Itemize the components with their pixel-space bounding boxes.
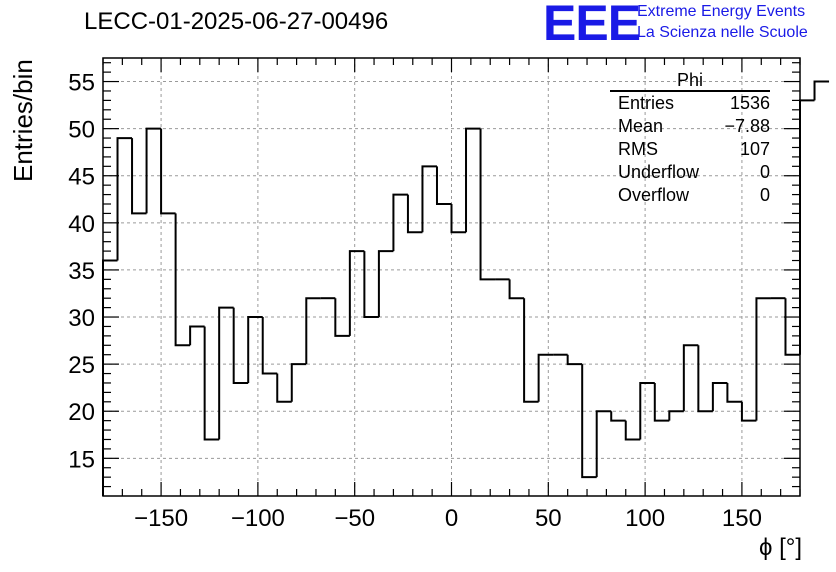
y-axis-ticks: 15 20 25 30 35 40 45 50 55 — [68, 62, 800, 488]
stats-title: Phi — [610, 70, 770, 92]
histogram-bin — [639, 381, 655, 440]
x-tick-label: −100 — [231, 505, 285, 532]
stats-row-underflow: Underflow 0 — [610, 161, 770, 184]
stats-value: 0 — [759, 162, 770, 182]
histogram-bin — [189, 325, 205, 346]
histogram-bin — [711, 381, 728, 412]
y-tick-label: 50 — [68, 117, 95, 144]
stats-row-rms: RMS 107 — [610, 138, 770, 161]
histogram-bin — [363, 251, 379, 319]
histogram-bin — [406, 194, 423, 234]
histogram-bin — [450, 204, 467, 234]
histogram-bin — [697, 345, 713, 413]
histogram-bin — [131, 138, 147, 215]
histogram-bin — [145, 127, 162, 214]
histogram-bin — [740, 401, 757, 422]
stats-value: −7.88 — [724, 116, 770, 136]
x-tick-label: 0 — [445, 505, 458, 532]
histogram-bin — [261, 317, 278, 375]
histogram-bin — [813, 80, 830, 101]
y-tick-label: 35 — [68, 258, 95, 285]
stats-value: 0 — [759, 185, 770, 205]
stats-value: 1536 — [729, 93, 770, 113]
histogram-bin — [566, 354, 583, 366]
histogram-bin — [479, 128, 496, 281]
histogram-bin — [116, 137, 133, 261]
histogram-bin — [435, 166, 452, 205]
histogram-bin — [537, 353, 554, 402]
logo-text-line1: Extreme Energy Events — [637, 3, 806, 20]
y-tick-label: 45 — [68, 164, 95, 191]
histogram-bin — [421, 165, 437, 233]
y-tick-label: 55 — [68, 70, 95, 97]
x-axis-ticks: −150 −100 −50 0 50 100 150 — [102, 58, 801, 532]
stats-label: Entries — [618, 93, 675, 113]
histogram-bin — [160, 128, 176, 215]
stats-label: Underflow — [618, 162, 700, 182]
x-tick-label: 100 — [625, 505, 665, 532]
y-tick-label: 15 — [68, 446, 95, 473]
stats-label: Mean — [618, 116, 664, 136]
histogram-bin — [610, 411, 626, 422]
histogram-bin — [247, 316, 263, 383]
histogram-bin — [392, 193, 408, 252]
stats-row-entries: Entries 1536 — [610, 92, 770, 115]
histogram-bin — [348, 250, 365, 336]
x-tick-label: −150 — [134, 505, 188, 532]
x-axis-label: ϕ [°] — [758, 534, 802, 561]
histogram-bin — [232, 307, 249, 384]
histogram-bin — [377, 250, 394, 318]
stats-row-mean: Mean −7.88 — [610, 115, 770, 138]
histogram-bin — [174, 213, 191, 347]
histogram-bin — [523, 298, 539, 403]
histogram-bin — [465, 127, 481, 233]
x-tick-label: 150 — [722, 505, 762, 532]
x-tick-label: −50 — [334, 505, 375, 532]
y-axis-label: Entries/bin — [8, 59, 38, 182]
histogram-bin — [682, 344, 699, 412]
histogram-bin — [653, 382, 670, 422]
histogram-bin — [595, 410, 612, 478]
histogram-bin — [668, 410, 684, 421]
histogram-bin — [624, 420, 641, 441]
histogram-bin — [102, 259, 118, 496]
stats-box: Phi Entries 1536 Mean −7.88 RMS 107 Unde… — [610, 70, 770, 207]
logo-text-line2: La Scienza nelle Scuole — [637, 24, 808, 41]
stats-row-overflow: Overflow 0 — [610, 184, 770, 207]
eee-logo-mark: EEE — [543, 0, 641, 51]
y-tick-label: 25 — [68, 352, 95, 379]
chart-title: LECC-01-2025-06-27-00496 — [84, 8, 389, 35]
histogram-bin — [726, 382, 742, 403]
y-tick-label: 40 — [68, 211, 95, 238]
y-tick-label: 30 — [68, 305, 95, 332]
histogram-bin — [290, 363, 307, 402]
histogram-bin — [799, 99, 815, 355]
histogram-bin — [276, 373, 292, 403]
stats-label: Overflow — [618, 185, 690, 205]
stats-value: 107 — [739, 139, 770, 159]
histogram-bin — [203, 326, 220, 441]
histogram-bin — [218, 306, 234, 440]
histogram-bin — [334, 298, 350, 337]
stats-label: RMS — [618, 139, 658, 159]
y-tick-label: 20 — [68, 399, 95, 426]
histogram-bin — [581, 364, 597, 479]
x-tick-label: 50 — [535, 505, 562, 532]
histogram-bin — [305, 297, 321, 365]
histogram-bin — [508, 279, 525, 300]
histogram-bin — [755, 297, 771, 421]
